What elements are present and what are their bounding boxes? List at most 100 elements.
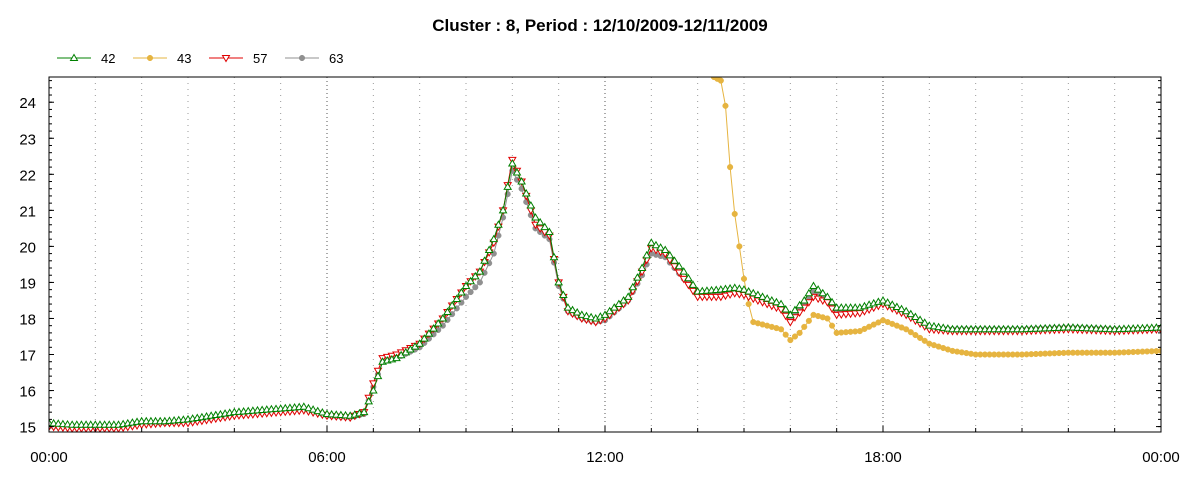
data-point — [776, 299, 786, 308]
data-point — [415, 339, 425, 347]
data-point — [433, 319, 443, 327]
data-point — [651, 240, 661, 249]
data-point — [778, 326, 785, 333]
data-point — [739, 285, 749, 293]
legend-marker — [221, 55, 231, 63]
data-point — [883, 298, 893, 306]
data-point — [790, 305, 800, 314]
data-point — [642, 250, 652, 259]
series-43 — [710, 77, 1161, 358]
x-tick-label: 18:00 — [864, 449, 902, 466]
data-point — [785, 319, 795, 327]
data-point — [628, 282, 638, 291]
plot-frame — [48, 76, 1162, 433]
data-point — [470, 271, 480, 280]
legend: 42 43 57 63 — [57, 51, 343, 66]
data-point — [799, 295, 809, 304]
data-point — [313, 406, 323, 415]
data-point — [614, 299, 624, 308]
data-point — [665, 250, 675, 259]
data-point — [461, 281, 471, 290]
data-point — [304, 403, 313, 412]
data-point — [938, 323, 948, 331]
data-point — [317, 408, 327, 416]
data-point — [503, 182, 513, 190]
data-point — [717, 77, 724, 84]
data-point — [824, 315, 831, 322]
data-point — [795, 300, 804, 309]
data-point — [748, 288, 758, 297]
data-point — [472, 284, 479, 291]
x-tick-label: 12:00 — [586, 449, 624, 466]
grid — [94, 77, 1116, 432]
data-point — [827, 297, 837, 306]
y-tick-label: 24 — [19, 95, 36, 112]
chart-title: Cluster : 8, Period : 12/10/2009-12/11/2… — [432, 16, 767, 35]
legend-label: 43 — [177, 51, 191, 66]
legend-label: 63 — [329, 51, 343, 66]
data-point — [512, 168, 522, 176]
data-point — [364, 396, 374, 405]
y-tick-label: 15 — [19, 420, 36, 437]
legend-item: 43 — [133, 51, 191, 66]
series-42 — [49, 159, 1161, 428]
data-point — [901, 306, 911, 315]
data-point — [688, 287, 698, 296]
data-point — [943, 324, 953, 332]
data-point — [660, 245, 670, 253]
legend-label: 42 — [101, 51, 115, 66]
data-point — [920, 318, 930, 326]
data-point — [563, 303, 573, 311]
data-point — [535, 217, 545, 226]
data-point — [633, 273, 642, 281]
data-point — [605, 306, 615, 315]
data-point — [531, 213, 540, 221]
data-point — [476, 279, 483, 286]
data-point — [586, 312, 596, 321]
data-point — [727, 164, 734, 171]
data-point — [791, 333, 799, 340]
data-point — [878, 295, 888, 304]
data-point — [781, 304, 791, 313]
data-point — [915, 315, 925, 323]
data-point — [688, 280, 698, 288]
data-point — [545, 227, 554, 235]
data-point — [744, 286, 754, 295]
data-point — [466, 276, 476, 285]
data-point — [679, 267, 689, 275]
data-point — [549, 252, 559, 261]
data-point — [907, 329, 914, 336]
data-point — [762, 294, 772, 302]
y-tick-label: 17 — [19, 348, 36, 365]
series-57 — [49, 156, 1161, 432]
data-point — [554, 277, 564, 286]
data-point — [475, 267, 485, 275]
data-point — [740, 275, 748, 282]
data-point — [796, 329, 803, 336]
y-tick-label: 21 — [19, 203, 36, 220]
series-63 — [49, 167, 1161, 430]
legend-marker — [298, 54, 306, 62]
data-point — [656, 243, 665, 251]
data-point — [308, 405, 318, 413]
data-point — [359, 407, 369, 416]
data-point — [809, 281, 818, 290]
legend-marker — [69, 53, 79, 61]
y-tick-label: 16 — [19, 384, 36, 401]
data-point — [782, 331, 789, 338]
data-point — [670, 256, 679, 264]
data-point — [753, 290, 763, 299]
data-point — [646, 238, 656, 246]
y-tick-label: 22 — [19, 167, 36, 184]
data-point — [489, 234, 499, 243]
legend-item: 42 — [57, 51, 115, 66]
data-point — [772, 297, 781, 306]
data-point — [452, 294, 462, 303]
data-point — [623, 292, 633, 300]
legend-label: 57 — [253, 51, 267, 66]
series-line — [49, 158, 1161, 429]
data-point — [801, 323, 808, 330]
data-point — [921, 337, 928, 344]
data-point — [299, 402, 309, 410]
